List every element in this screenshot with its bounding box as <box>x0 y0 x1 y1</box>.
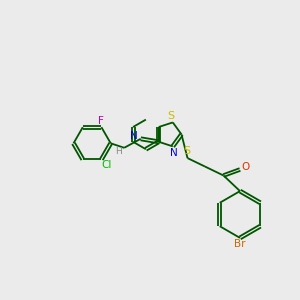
Text: H: H <box>115 147 122 156</box>
Text: F: F <box>98 116 104 126</box>
Text: Cl: Cl <box>102 160 112 170</box>
Text: S: S <box>168 111 175 121</box>
Text: N: N <box>169 148 177 158</box>
Text: N: N <box>130 131 138 141</box>
Text: O: O <box>242 162 250 172</box>
Text: Br: Br <box>234 239 246 249</box>
Text: S: S <box>184 146 191 156</box>
